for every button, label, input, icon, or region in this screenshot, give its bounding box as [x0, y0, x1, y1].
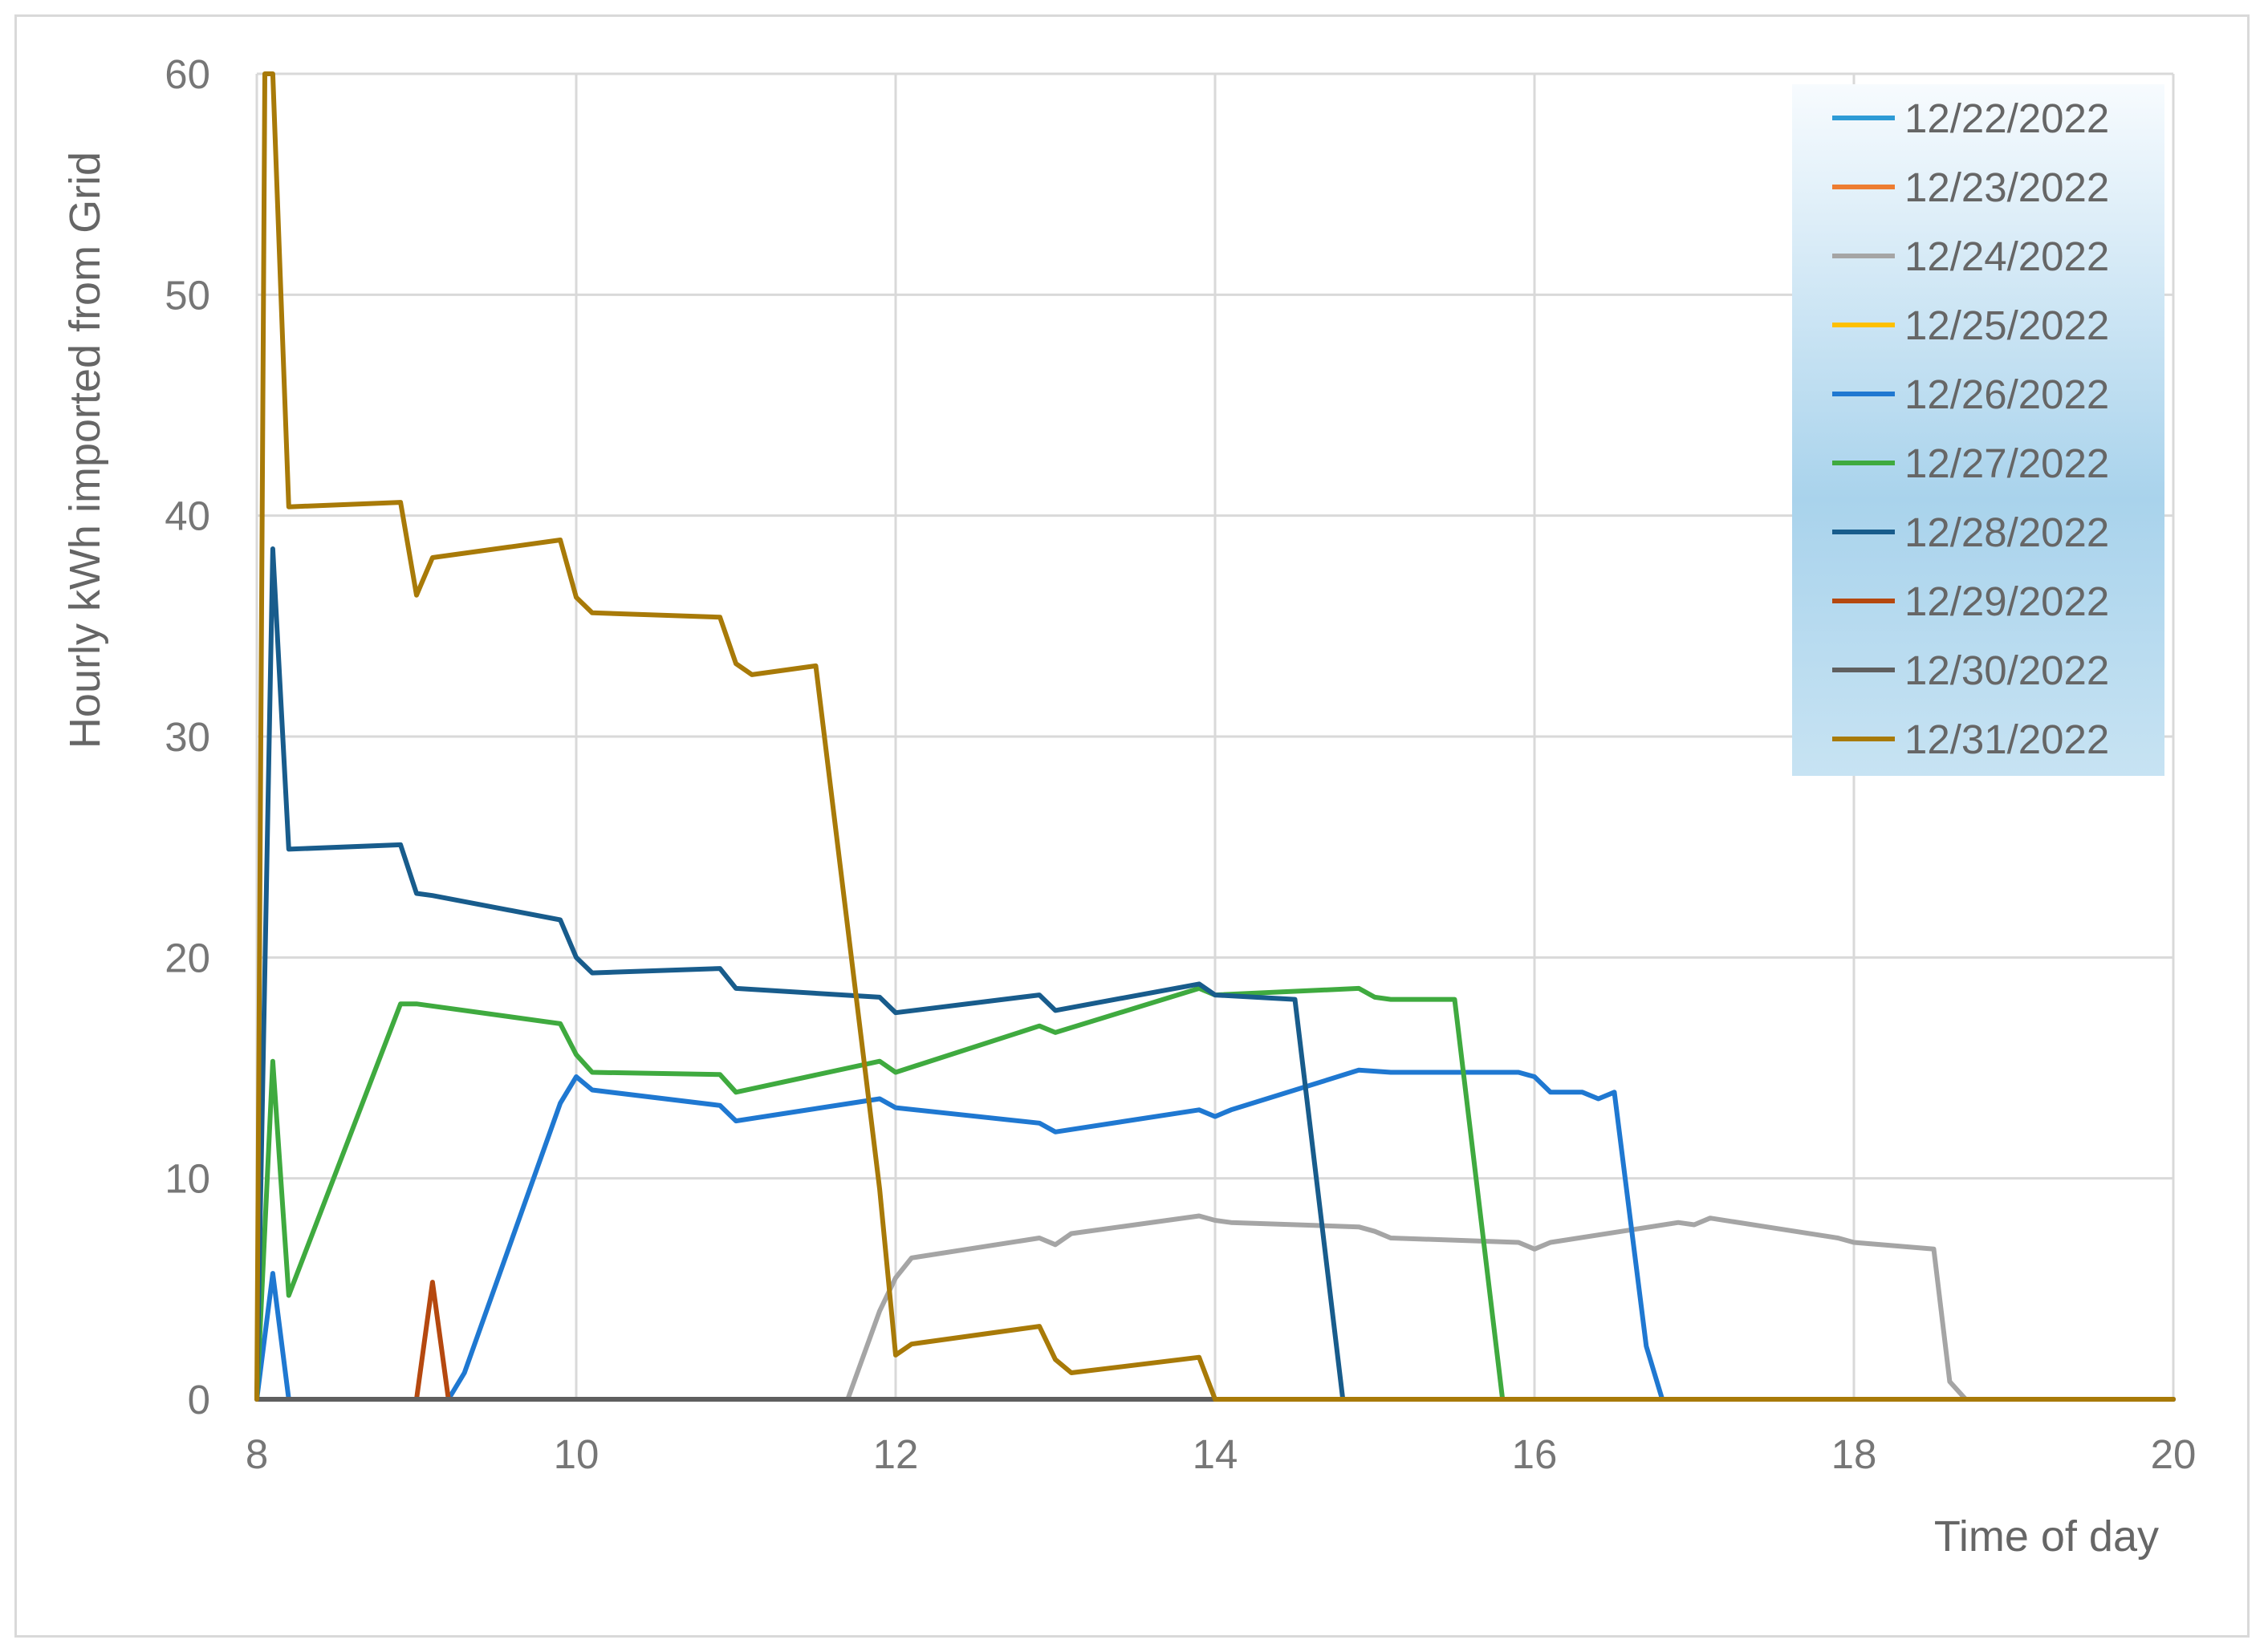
x-tick-label: 20: [2151, 1431, 2197, 1477]
y-tick-label: 10: [165, 1156, 210, 1202]
y-axis-title: Hourly kWh imported from Grid: [61, 152, 109, 749]
x-tick-label: 16: [1512, 1431, 1558, 1477]
legend-label-12-30-2022: 12/30/2022: [1904, 647, 2109, 693]
x-axis-title: Time of day: [1934, 1512, 2159, 1561]
y-tick-label: 20: [165, 935, 210, 980]
series-line-12-27-2022: [254, 985, 2176, 1402]
legend: 12/22/2022 12/23/2022 12/24/2022 12/25/2022…: [1792, 84, 2164, 776]
series-lines: [254, 71, 2176, 1402]
legend-label-12-26-2022: 12/26/2022: [1904, 371, 2109, 417]
legend-label-12-29-2022: 12/29/2022: [1904, 578, 2109, 624]
tick-labels: 8 10 12 14 16 18 20 0 10 20 30 40 50 60: [165, 51, 2196, 1477]
legend-label-12-28-2022: 12/28/2022: [1904, 509, 2109, 555]
series-line-12-28-2022: [254, 546, 2176, 1402]
legend-label-12-24-2022: 12/24/2022: [1904, 233, 2109, 279]
x-tick-label: 8: [246, 1431, 268, 1477]
x-tick-label: 12: [873, 1431, 919, 1477]
y-tick-label: 0: [188, 1377, 210, 1423]
legend-label-12-22-2022: 12/22/2022: [1904, 95, 2109, 141]
legend-items: 12/22/2022 12/23/2022 12/24/2022 12/25/2022…: [1832, 95, 2109, 762]
x-tick-label: 14: [1193, 1431, 1238, 1477]
series-line-12-24-2022: [254, 1213, 2176, 1402]
series-line-12-26-2022: [254, 1067, 2176, 1402]
y-tick-label: 60: [165, 51, 210, 97]
legend-box: [1792, 84, 2164, 776]
legend-label-12-25-2022: 12/25/2022: [1904, 302, 2109, 348]
series-line-12-31-2022: [254, 71, 2176, 1402]
y-tick-label: 30: [165, 714, 210, 760]
y-tick-label: 50: [165, 272, 210, 318]
x-tick-label: 18: [1831, 1431, 1877, 1477]
legend-label-12-31-2022: 12/31/2022: [1904, 716, 2109, 762]
legend-label-12-27-2022: 12/27/2022: [1904, 440, 2109, 486]
legend-label-12-23-2022: 12/23/2022: [1904, 164, 2109, 210]
y-tick-label: 40: [165, 493, 210, 539]
x-tick-label: 10: [554, 1431, 600, 1477]
